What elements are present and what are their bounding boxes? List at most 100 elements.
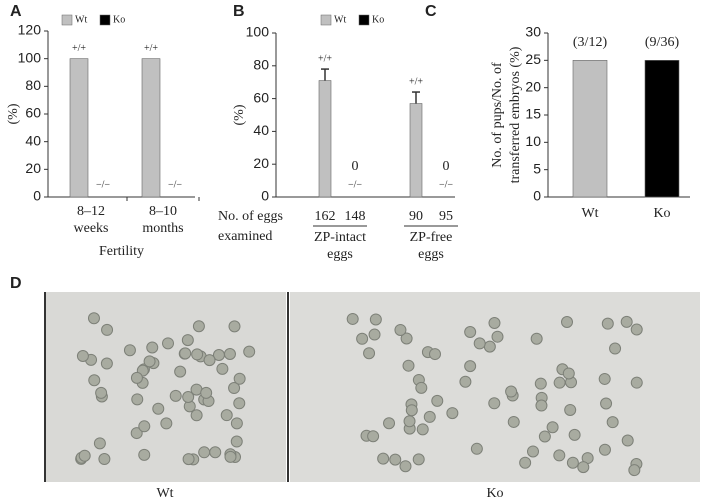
panel-letter: C (425, 3, 437, 20)
egg (233, 397, 246, 410)
count-label: 95 (439, 209, 453, 224)
egg (553, 376, 566, 389)
panel-letter: B (233, 3, 245, 20)
egg (400, 332, 413, 345)
legend-swatch (320, 14, 332, 26)
egg (601, 317, 614, 330)
egg (412, 453, 425, 466)
x-axis-label: Fertility (99, 244, 144, 259)
egg (464, 360, 477, 373)
egg (87, 312, 100, 325)
egg (527, 445, 540, 458)
error-bar (321, 68, 329, 81)
egg (190, 409, 203, 422)
bar (69, 58, 89, 198)
egg (356, 332, 369, 345)
egg (143, 355, 156, 368)
egg (488, 397, 501, 410)
y-tick-label: 15 (525, 106, 541, 122)
x-tick-label: ZP-intact eggs (314, 230, 366, 262)
egg (88, 374, 101, 387)
egg (160, 417, 173, 430)
egg (367, 430, 380, 443)
egg (564, 403, 577, 416)
egg (459, 375, 472, 388)
egg (566, 456, 579, 469)
egg (534, 377, 547, 390)
egg (606, 416, 619, 429)
egg (179, 347, 192, 360)
bar (318, 80, 332, 198)
y-tick-label: 100 (18, 49, 42, 65)
egg (346, 312, 359, 325)
error-bar (412, 91, 420, 104)
panel-letter: D (10, 275, 22, 292)
egg (174, 365, 187, 378)
egg (100, 357, 113, 370)
egg (230, 417, 243, 430)
egg (561, 315, 574, 328)
egg (562, 367, 575, 380)
y-tick-label: 30 (525, 24, 541, 40)
egg (230, 435, 243, 448)
egg (198, 446, 211, 459)
egg (130, 371, 143, 384)
egg (598, 443, 611, 456)
genotype-label: +/+ (72, 43, 86, 54)
egg (93, 437, 106, 450)
bar (141, 58, 161, 198)
egg (464, 325, 477, 338)
legend-swatch (61, 14, 73, 26)
genotype-label: −/− (439, 179, 453, 190)
value-label: 0 (352, 159, 359, 174)
ratio-label: (9/36) (645, 35, 680, 50)
egg (628, 464, 641, 477)
egg (95, 386, 108, 399)
y-tick-label: 25 (525, 51, 541, 67)
genotype-label: −/− (96, 179, 110, 190)
egg (220, 409, 233, 422)
egg (203, 354, 216, 367)
egg (369, 313, 382, 326)
egg (182, 390, 195, 403)
egg (98, 453, 111, 466)
y-tick-label: 40 (25, 132, 41, 148)
count-label: 90 (409, 209, 423, 224)
egg (519, 456, 532, 469)
egg (399, 460, 412, 473)
egg (162, 337, 175, 350)
ratio-label: (3/12) (573, 35, 608, 50)
egg (428, 348, 441, 361)
egg (223, 347, 236, 360)
egg (546, 421, 559, 434)
egg (630, 323, 643, 336)
y-tick-label: 60 (253, 89, 269, 105)
egg (209, 446, 222, 459)
bar (644, 60, 680, 198)
egg (577, 461, 590, 474)
egg (415, 381, 428, 394)
panel-letter: A (10, 3, 22, 20)
egg (389, 453, 402, 466)
genotype-label: −/− (168, 179, 182, 190)
legend-swatch (358, 14, 370, 26)
y-tick-label: 20 (253, 155, 269, 171)
egg (377, 452, 390, 465)
egg (192, 320, 205, 333)
y-tick-label: 80 (25, 77, 41, 93)
egg (403, 415, 416, 428)
egg (535, 399, 548, 412)
egg (228, 320, 241, 333)
egg (169, 389, 182, 402)
image-label: Wt (156, 486, 173, 501)
egg (423, 410, 436, 423)
egg (368, 328, 381, 341)
bar (572, 60, 608, 198)
egg (130, 427, 143, 440)
value-label: 0 (443, 159, 450, 174)
egg (600, 397, 613, 410)
egg (363, 347, 376, 360)
y-tick-label: 120 (18, 22, 42, 38)
legend-label: Ko (113, 14, 125, 25)
egg (530, 332, 543, 345)
